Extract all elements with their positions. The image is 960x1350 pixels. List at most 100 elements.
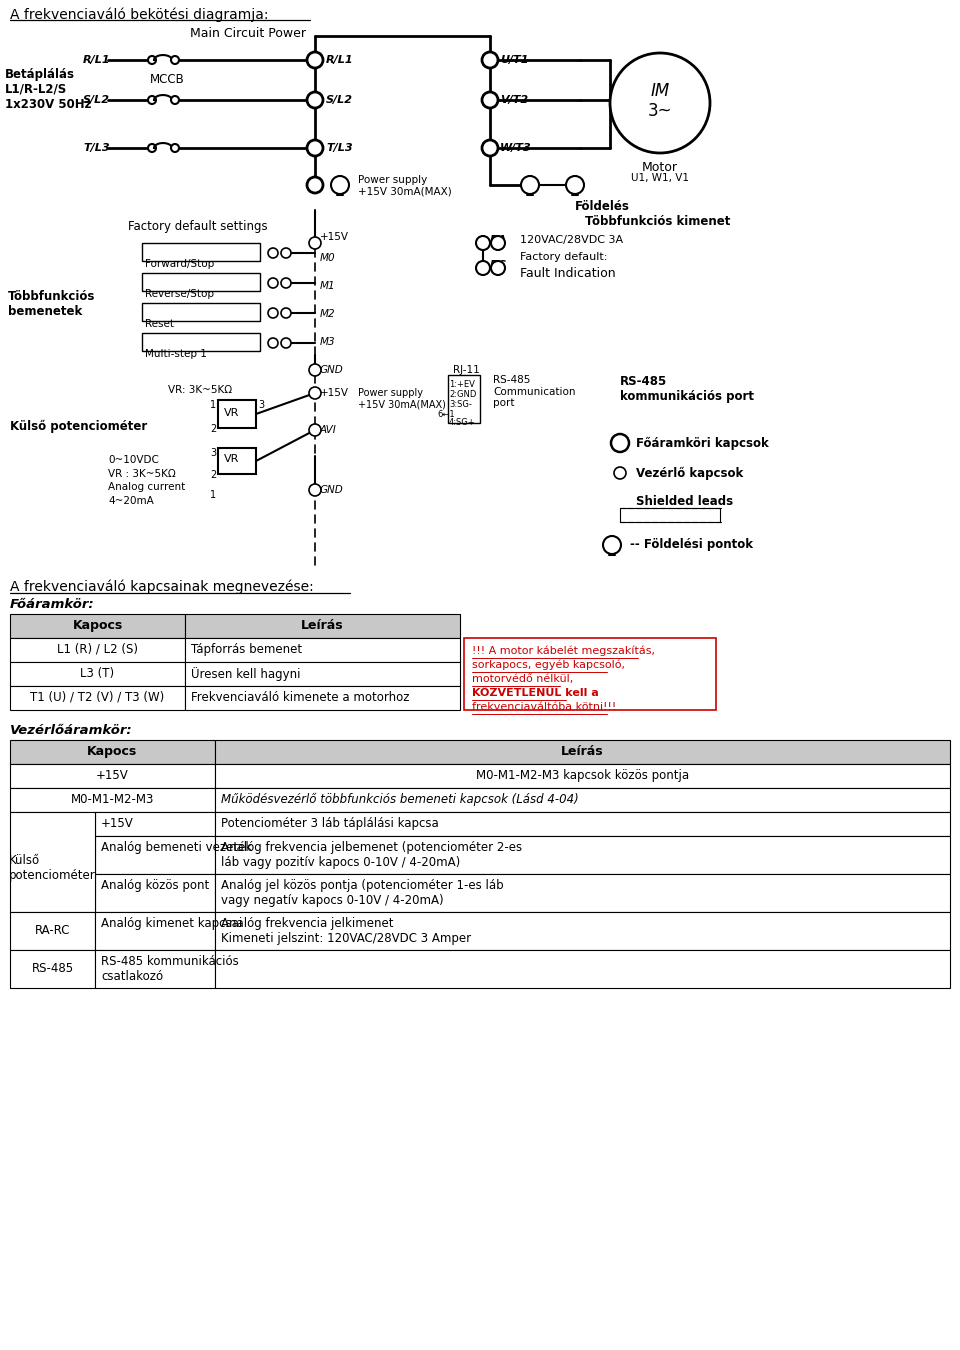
- Text: R/L1: R/L1: [326, 55, 353, 65]
- Text: GND: GND: [320, 364, 344, 375]
- Circle shape: [614, 467, 626, 479]
- Text: 4:SG+: 4:SG+: [449, 418, 475, 427]
- Bar: [95, 836, 215, 873]
- Text: Működésvezérlő többfunkciós bemeneti kapcsok (Lásd 4-04): Működésvezérlő többfunkciós bemeneti kap…: [221, 792, 579, 806]
- Bar: [95, 913, 215, 950]
- Text: Factory default settings: Factory default settings: [128, 220, 268, 234]
- Text: VR : 3K~5KΩ: VR : 3K~5KΩ: [108, 468, 176, 479]
- Text: AVI: AVI: [320, 425, 337, 435]
- Text: Többfunkciós
bemenetek: Többfunkciós bemenetek: [8, 290, 95, 319]
- Text: Többfunkciós kimenet: Többfunkciós kimenet: [585, 215, 731, 228]
- Text: 2: 2: [210, 424, 216, 433]
- Text: A frekvenciaváló kapcsainak megnevezése:: A frekvenciaváló kapcsainak megnevezése:: [10, 580, 314, 594]
- Text: W/T3: W/T3: [500, 143, 532, 153]
- Circle shape: [566, 176, 584, 194]
- Text: 6←1: 6←1: [437, 410, 455, 418]
- Circle shape: [171, 144, 179, 153]
- Text: 0~10VDC: 0~10VDC: [108, 455, 158, 464]
- Text: 120VAC/28VDC 3A: 120VAC/28VDC 3A: [520, 235, 623, 244]
- Bar: [10, 788, 215, 811]
- Bar: [95, 950, 215, 988]
- Circle shape: [268, 338, 278, 348]
- Text: Factory default:: Factory default:: [520, 252, 608, 262]
- Bar: [215, 740, 950, 764]
- Bar: [448, 375, 480, 423]
- Bar: [10, 662, 185, 686]
- Text: Leírás: Leírás: [562, 745, 604, 757]
- Circle shape: [491, 261, 505, 275]
- Circle shape: [307, 92, 323, 108]
- Bar: [10, 764, 215, 788]
- Bar: [10, 740, 215, 764]
- Text: Főáramkör:: Főáramkör:: [10, 598, 95, 612]
- Bar: [215, 836, 950, 873]
- Circle shape: [491, 236, 505, 250]
- Text: Shielded leads: Shielded leads: [636, 495, 733, 508]
- Text: Vezérlő kapcsok: Vezérlő kapcsok: [636, 467, 743, 481]
- Text: Földelés: Földelés: [575, 200, 630, 213]
- Text: Analog current: Analog current: [108, 482, 185, 491]
- Text: Fault Indication: Fault Indication: [520, 267, 615, 279]
- Bar: [215, 873, 950, 913]
- Circle shape: [281, 338, 291, 348]
- Text: Leírás: Leírás: [301, 620, 344, 632]
- Circle shape: [281, 248, 291, 258]
- Text: Forward/Stop: Forward/Stop: [145, 259, 214, 269]
- Bar: [215, 788, 950, 811]
- Text: 2:GND: 2:GND: [449, 390, 476, 400]
- Bar: [464, 639, 716, 710]
- Text: RS-485 kommunikációs
csatlakozó: RS-485 kommunikációs csatlakozó: [101, 954, 239, 983]
- Text: MCCB: MCCB: [150, 73, 184, 86]
- Text: RS-485
kommunikációs port: RS-485 kommunikációs port: [620, 375, 754, 404]
- Circle shape: [171, 55, 179, 63]
- Bar: [142, 273, 260, 292]
- Text: L1 (R) / L2 (S): L1 (R) / L2 (S): [57, 643, 138, 656]
- Circle shape: [307, 53, 323, 68]
- Text: RS-485
Communication
port: RS-485 Communication port: [493, 375, 575, 408]
- Bar: [10, 950, 95, 988]
- Text: +15V: +15V: [320, 232, 349, 242]
- Text: RA-RC: RA-RC: [35, 923, 70, 937]
- Circle shape: [268, 278, 278, 288]
- Text: R/L1: R/L1: [83, 55, 110, 65]
- Circle shape: [309, 424, 321, 436]
- Bar: [215, 764, 950, 788]
- Text: motorvédő nélkül,: motorvédő nélkül,: [472, 674, 573, 684]
- Circle shape: [331, 176, 349, 194]
- Circle shape: [522, 177, 538, 193]
- Text: U1, W1, V1: U1, W1, V1: [631, 173, 689, 184]
- Text: VR: VR: [224, 454, 239, 464]
- Text: IM: IM: [650, 82, 670, 100]
- Text: VR: 3K~5KΩ: VR: 3K~5KΩ: [168, 385, 232, 396]
- Circle shape: [611, 433, 629, 452]
- Text: Analóg kimenet kapcsai: Analóg kimenet kapcsai: [101, 917, 242, 930]
- Circle shape: [603, 536, 621, 554]
- Circle shape: [268, 308, 278, 319]
- Bar: [95, 811, 215, 836]
- Text: Power supply
+15V 30mA(MAX): Power supply +15V 30mA(MAX): [358, 387, 445, 409]
- Text: +15V: +15V: [101, 817, 133, 830]
- Text: Frekvenciaváló kimenete a motorhoz: Frekvenciaváló kimenete a motorhoz: [191, 691, 410, 703]
- Circle shape: [309, 364, 321, 377]
- Text: Tápforrás bemenet: Tápforrás bemenet: [191, 643, 302, 656]
- Text: T/L3: T/L3: [326, 143, 352, 153]
- Text: 4~20mA: 4~20mA: [108, 495, 154, 506]
- Text: KÖZVETLENÜL kell a: KÖZVETLENÜL kell a: [472, 688, 599, 698]
- Circle shape: [309, 485, 321, 495]
- Text: +15V: +15V: [96, 769, 129, 782]
- Text: M1: M1: [320, 281, 336, 292]
- Text: Vezérlőáramkör:: Vezérlőáramkör:: [10, 724, 132, 737]
- Circle shape: [476, 261, 490, 275]
- Bar: [185, 686, 460, 710]
- Text: 3~: 3~: [648, 103, 672, 120]
- Bar: [185, 662, 460, 686]
- Text: 3: 3: [258, 400, 264, 410]
- Text: Külső
potenciométer: Külső potenciométer: [10, 855, 96, 882]
- Bar: [10, 686, 185, 710]
- Text: GND: GND: [320, 485, 344, 495]
- Text: Main Circuit Power: Main Circuit Power: [190, 27, 306, 40]
- Text: T1 (U) / T2 (V) / T3 (W): T1 (U) / T2 (V) / T3 (W): [31, 691, 164, 703]
- Bar: [142, 333, 260, 351]
- Text: 1:+EV: 1:+EV: [449, 379, 475, 389]
- Text: Analóg bemeneti vezeték: Analóg bemeneti vezeték: [101, 841, 252, 855]
